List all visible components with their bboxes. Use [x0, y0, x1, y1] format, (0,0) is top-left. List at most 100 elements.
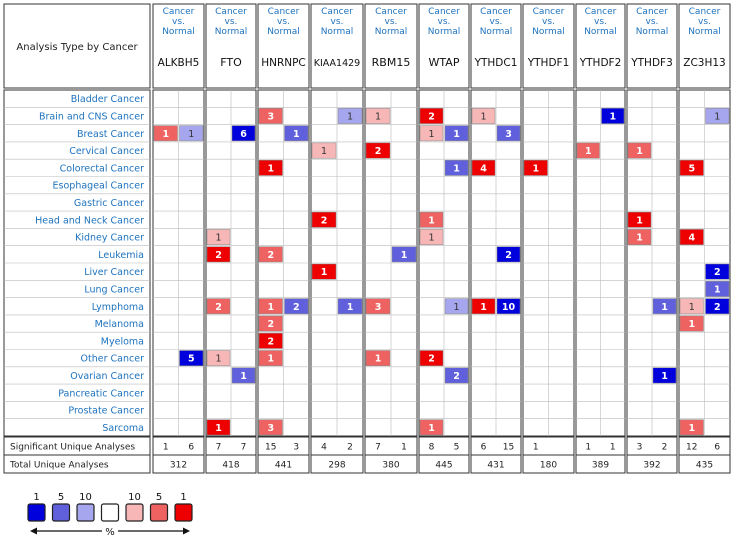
gene-label: KIAA1429	[314, 58, 360, 69]
heatmap-cell	[311, 211, 337, 228]
column-header-text: vs.	[698, 17, 711, 27]
heatmap-cell	[391, 246, 417, 263]
cell-count: 1	[636, 215, 643, 226]
gene-header-box	[152, 3, 205, 89]
heatmap-cell	[258, 108, 283, 124]
cell-count: 4	[688, 233, 695, 244]
cell-count: 5	[688, 163, 695, 174]
heatmap-cell	[419, 419, 444, 436]
heatmap-cell	[444, 367, 469, 384]
significant-down-count: 3	[293, 443, 299, 453]
heatmap-cell	[627, 142, 652, 159]
heatmap-cell	[705, 281, 730, 297]
significant-down-count: 7	[241, 443, 247, 453]
cell-count: 1	[375, 354, 382, 365]
legend-swatch	[27, 503, 46, 522]
total-count: 431	[487, 461, 504, 471]
heatmap-cell	[679, 419, 704, 436]
row-label: Colorectal Cancer	[60, 163, 144, 174]
column-header-text: Normal	[321, 27, 354, 37]
heatmap-cell	[705, 298, 730, 315]
cell-count: 2	[428, 354, 435, 365]
cell-count: 1	[375, 111, 381, 122]
gene-label: WTAP	[429, 56, 460, 69]
heatmap-cell	[705, 263, 730, 280]
cell-count: 2	[267, 250, 274, 261]
significant-down-count: 15	[503, 443, 514, 453]
cell-count: 2	[453, 371, 460, 382]
significant-up-count: 6	[481, 443, 487, 453]
heatmap-cell	[258, 315, 283, 332]
cell-count: 1	[688, 319, 695, 330]
legend-arrowhead-right-icon	[183, 527, 190, 535]
gene-label: YTHDC1	[474, 57, 518, 69]
title-box	[3, 3, 151, 89]
cell-count: 1	[428, 215, 435, 226]
cell-count: 1	[714, 284, 721, 295]
column-header-text: vs.	[438, 17, 451, 27]
heatmap-cell	[496, 246, 521, 263]
cell-count: 2	[215, 250, 222, 261]
gene-header-box	[575, 3, 626, 89]
row-label: Head and Neck Cancer	[35, 215, 144, 226]
column-header-text: Cancer	[321, 7, 353, 17]
gene-label: YTHDF3	[630, 57, 673, 69]
row-label: Melanoma	[95, 319, 144, 330]
heatmap-cell	[444, 159, 469, 176]
gene-header-box	[418, 3, 470, 89]
column-header-text: Normal	[688, 27, 721, 37]
heatmap-cell	[258, 246, 283, 263]
cell-count: 1	[453, 302, 459, 313]
cell-count: 1	[661, 371, 668, 382]
heatmap-cell	[419, 108, 444, 124]
heatmap-cell	[258, 419, 283, 436]
column-header-text: vs.	[542, 17, 555, 27]
gene-label: YTHDF2	[579, 57, 622, 69]
heatmap-cell	[419, 229, 444, 245]
row-label: Lymphoma	[92, 302, 144, 313]
text-layer: Analysis Type by Cancer Bladder Cancer Bra…	[9, 7, 726, 471]
gene-header-box	[364, 3, 418, 89]
total-count: 389	[592, 461, 609, 471]
heatmap-cell	[231, 125, 256, 142]
column-header-text: Normal	[584, 27, 617, 37]
total-count: 418	[222, 461, 239, 471]
significant-up-count: 7	[216, 443, 222, 453]
heatmap-cell	[679, 159, 704, 176]
heatmap-cell	[679, 298, 704, 315]
heatmap-cell	[496, 298, 521, 315]
column-header-text: Cancer	[375, 7, 407, 17]
gene-header-box	[522, 3, 575, 89]
heatmap-cell	[206, 229, 231, 245]
cell-count: 3	[267, 111, 274, 122]
significant-up-count: 12	[686, 443, 697, 453]
column-header-text: Cancer	[163, 7, 195, 17]
cell-count: 4	[480, 163, 487, 174]
gene-label: YTHDF1	[527, 57, 570, 69]
cell-count: 1	[293, 129, 300, 140]
cell-count: 2	[714, 267, 721, 278]
heatmap-cell	[365, 142, 391, 159]
total-count: 392	[643, 461, 660, 471]
heatmap-cell	[679, 315, 704, 332]
gene-label: ZC3H13	[683, 57, 725, 69]
legend-swatch	[100, 503, 120, 522]
cell-count: 3	[267, 423, 274, 434]
cell-count: 3	[505, 129, 512, 140]
significant-up-count: 1	[585, 443, 591, 453]
total-count: 441	[275, 461, 292, 471]
cell-count: 1	[585, 146, 592, 157]
heatmap-cell	[627, 211, 652, 228]
cell-count: 3	[375, 302, 382, 313]
row-label: Cervical Cancer	[69, 146, 144, 157]
heatmap-cell	[206, 419, 231, 436]
cell-count: 1	[347, 302, 354, 313]
heatmap-cell	[206, 246, 231, 263]
cell-count: 1	[267, 354, 274, 365]
cell-count: 1	[321, 146, 327, 157]
legend-layer: 1 5 10 10 5 1%	[27, 492, 193, 538]
cell-count: 1	[321, 267, 328, 278]
column-header-text: vs.	[385, 17, 398, 27]
cell-count: 10	[502, 302, 516, 313]
significant-up-count: 4	[321, 443, 327, 453]
